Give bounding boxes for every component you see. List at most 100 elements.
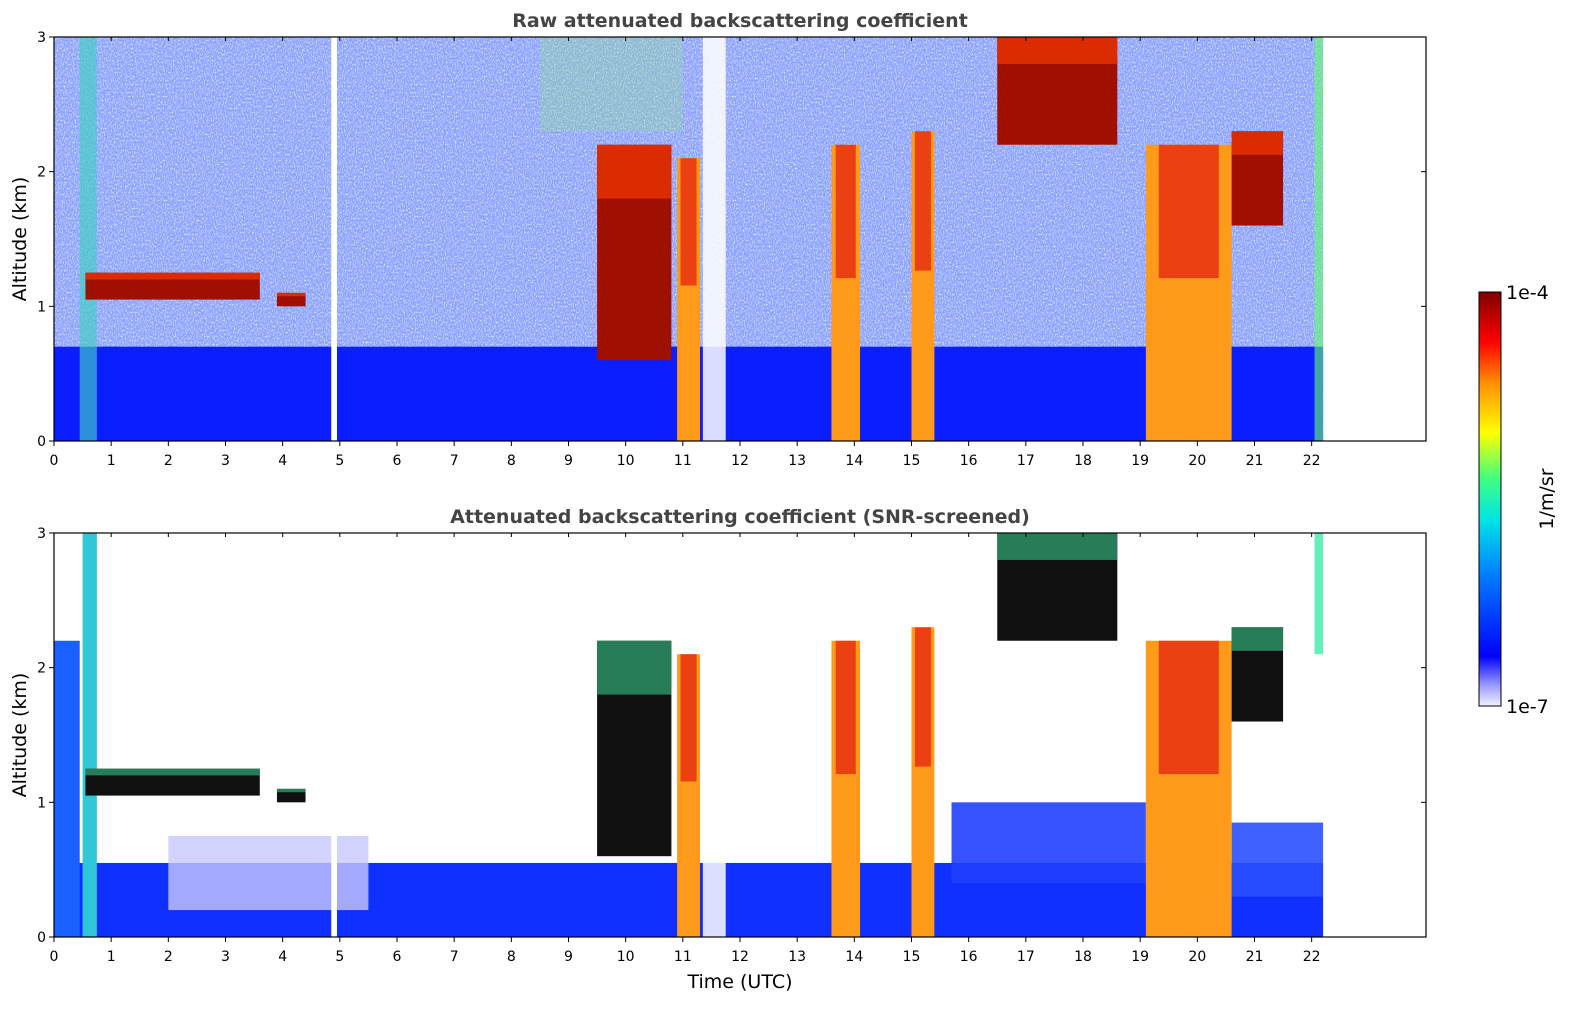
x-tick-label: 10 <box>617 453 635 469</box>
x-tick-label: 12 <box>731 949 749 965</box>
precipitation-core <box>680 158 697 286</box>
x-tick-label: 1 <box>107 453 116 469</box>
x-tick-label: 21 <box>1246 949 1264 965</box>
edge-column <box>1314 533 1324 655</box>
precipitation-core <box>914 131 931 271</box>
cloud-edge <box>1231 131 1284 155</box>
cloud-edge <box>597 640 672 695</box>
x-tick-label: 18 <box>1074 949 1092 965</box>
precipitation-core <box>914 627 931 767</box>
y-tick-label: 1 <box>37 299 46 315</box>
x-axis-label: Time (UTC) <box>686 971 792 993</box>
colorbar-min-label: 1e-7 <box>1506 696 1549 718</box>
x-tick-label: 6 <box>393 949 402 965</box>
x-tick-label: 15 <box>903 453 921 469</box>
aerosol-column <box>79 37 97 441</box>
x-tick-label: 5 <box>335 949 344 965</box>
cloud-edge <box>276 292 306 297</box>
raw-backscatter-panel: Raw attenuated backscattering coefficien… <box>9 10 1427 469</box>
y-tick-label: 3 <box>37 30 46 46</box>
x-tick-label: 3 <box>221 453 230 469</box>
cloud-edge <box>276 788 306 793</box>
colorbar-max-label: 1e-4 <box>1506 282 1549 304</box>
data-gap <box>331 37 337 441</box>
colorbar: 1e-4 1e-7 1/m/sr <box>1478 282 1558 718</box>
x-tick-label: 11 <box>674 453 692 469</box>
x-tick-label: 16 <box>960 949 978 965</box>
x-tick-label: 5 <box>335 453 344 469</box>
x-tick-label: 8 <box>507 949 516 965</box>
y-tick-label: 2 <box>37 165 46 181</box>
data-gap <box>331 829 337 937</box>
noise-column <box>539 37 683 132</box>
x-tick-label: 19 <box>1131 949 1149 965</box>
precipitation-core <box>1158 144 1219 279</box>
panel2-y-label: Altitude (km) <box>9 673 31 798</box>
x-tick-label: 13 <box>788 453 806 469</box>
edge-column <box>1314 37 1324 441</box>
x-tick-label: 14 <box>845 453 863 469</box>
y-tick-label: 0 <box>37 434 46 450</box>
x-tick-label: 2 <box>164 453 173 469</box>
precipitation-core <box>835 144 856 279</box>
x-tick-label: 7 <box>450 453 459 469</box>
x-tick-label: 18 <box>1074 453 1092 469</box>
cloud-edge <box>85 272 260 280</box>
aerosol-column <box>82 533 97 937</box>
x-tick-label: 20 <box>1188 453 1206 469</box>
x-tick-label: 8 <box>507 453 516 469</box>
panel2-y-ticks: 0 1 2 3 <box>37 526 1426 946</box>
panel1-features <box>54 37 1324 441</box>
x-tick-label: 9 <box>564 453 573 469</box>
x-tick-label: 12 <box>731 453 749 469</box>
data-gap <box>702 802 726 937</box>
x-tick-label: 0 <box>50 453 59 469</box>
snr-screened-panel: Attenuated backscattering coefficient (S… <box>9 506 1427 993</box>
x-tick-label: 16 <box>960 453 978 469</box>
x-tick-label: 1 <box>107 949 116 965</box>
x-tick-label: 21 <box>1246 453 1264 469</box>
x-tick-label: 17 <box>1017 453 1035 469</box>
aerosol-column <box>54 640 80 937</box>
precipitation-core <box>835 640 856 775</box>
colorbar-gradient <box>1478 291 1502 707</box>
x-tick-label: 6 <box>393 453 402 469</box>
x-tick-label: 4 <box>278 949 287 965</box>
x-tick-label: 0 <box>50 949 59 965</box>
panel2-title: Attenuated backscattering coefficient (S… <box>450 506 1030 528</box>
x-tick-label: 7 <box>450 949 459 965</box>
x-tick-label: 13 <box>788 949 806 965</box>
x-tick-label: 3 <box>221 949 230 965</box>
cloud-edge <box>85 768 260 776</box>
colorbar-unit-label: 1/m/sr <box>1536 468 1558 529</box>
panel2-x-ticks: 0 1 2 3 4 5 6 7 8 9 10 11 12 13 14 15 16 17 18 19 20 21 22 <box>50 533 1321 965</box>
y-tick-label: 3 <box>37 526 46 542</box>
x-tick-label: 14 <box>845 949 863 965</box>
x-tick-label: 11 <box>674 949 692 965</box>
cloud-edge <box>997 533 1118 560</box>
panel2-features <box>54 533 1324 937</box>
x-tick-label: 19 <box>1131 453 1149 469</box>
panel1-y-label: Altitude (km) <box>9 177 31 302</box>
x-tick-label: 9 <box>564 949 573 965</box>
precipitation-core <box>680 654 697 782</box>
data-gap <box>702 37 726 441</box>
panel1-x-ticks: 0 1 2 3 4 5 6 7 8 9 10 11 12 13 14 15 16 17 18 19 20 21 22 <box>50 37 1321 469</box>
x-tick-label: 20 <box>1188 949 1206 965</box>
x-tick-label: 2 <box>164 949 173 965</box>
x-tick-label: 4 <box>278 453 287 469</box>
panel1-title: Raw attenuated backscattering coefficien… <box>512 10 968 32</box>
y-tick-label: 0 <box>37 930 46 946</box>
x-tick-label: 15 <box>903 949 921 965</box>
x-tick-label: 17 <box>1017 949 1035 965</box>
faint-layer <box>168 836 369 911</box>
aerosol-layer <box>1231 822 1324 897</box>
cloud-edge <box>1231 627 1284 651</box>
x-tick-label: 10 <box>617 949 635 965</box>
x-tick-label: 22 <box>1303 453 1321 469</box>
precipitation-core <box>1158 640 1219 775</box>
panel1-y-ticks: 0 1 2 3 <box>37 30 1426 450</box>
cloud-edge <box>997 37 1118 64</box>
cloud-edge <box>597 144 672 199</box>
